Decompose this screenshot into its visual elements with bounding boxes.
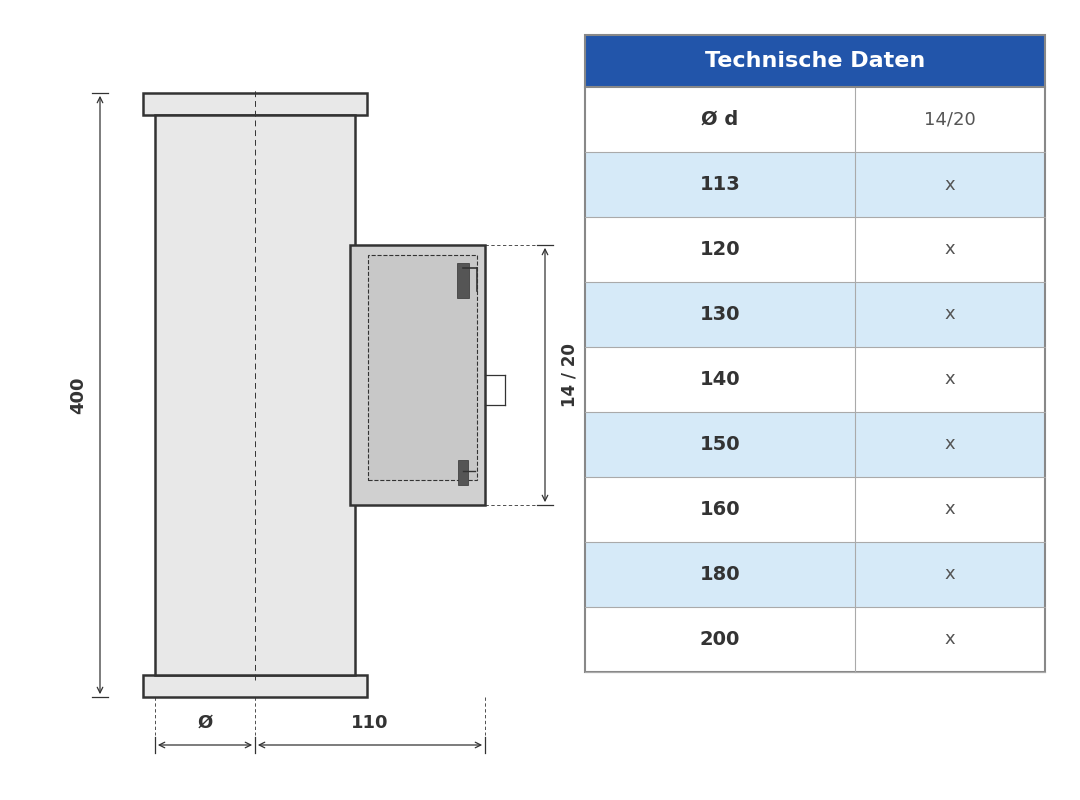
Bar — [368, 255, 477, 480]
Text: x: x — [945, 370, 956, 389]
Text: x: x — [945, 566, 956, 583]
Text: 113: 113 — [700, 175, 741, 194]
Text: 110: 110 — [351, 714, 389, 732]
Text: Technische Daten: Technische Daten — [705, 51, 926, 71]
Bar — [585, 282, 1045, 347]
Bar — [457, 263, 469, 298]
Text: x: x — [945, 501, 956, 518]
Bar — [585, 542, 1045, 607]
Bar — [585, 347, 1045, 412]
Text: 180: 180 — [700, 565, 740, 584]
Text: 160: 160 — [700, 500, 740, 519]
Text: Ø: Ø — [198, 714, 213, 732]
Text: x: x — [945, 630, 956, 649]
Text: x: x — [945, 241, 956, 258]
Bar — [458, 460, 468, 485]
Bar — [585, 87, 1045, 152]
Text: x: x — [945, 306, 956, 323]
Bar — [350, 245, 485, 505]
Text: Ø d: Ø d — [701, 110, 739, 129]
Bar — [585, 35, 1045, 87]
Text: 130: 130 — [700, 305, 740, 324]
Text: 14/20: 14/20 — [924, 110, 976, 129]
Text: 140: 140 — [700, 370, 740, 389]
Text: 200: 200 — [700, 630, 740, 649]
Text: 400: 400 — [69, 376, 87, 414]
Bar — [156, 115, 355, 675]
Bar — [585, 607, 1045, 672]
Bar — [585, 35, 1045, 672]
Bar — [143, 675, 367, 697]
Bar — [585, 152, 1045, 217]
Text: x: x — [945, 175, 956, 194]
Bar — [585, 217, 1045, 282]
Text: 14 / 20: 14 / 20 — [561, 343, 579, 407]
Text: x: x — [945, 435, 956, 454]
Bar — [585, 477, 1045, 542]
Bar — [143, 93, 367, 115]
Bar — [585, 412, 1045, 477]
Text: 150: 150 — [700, 435, 740, 454]
Text: 120: 120 — [700, 240, 740, 259]
